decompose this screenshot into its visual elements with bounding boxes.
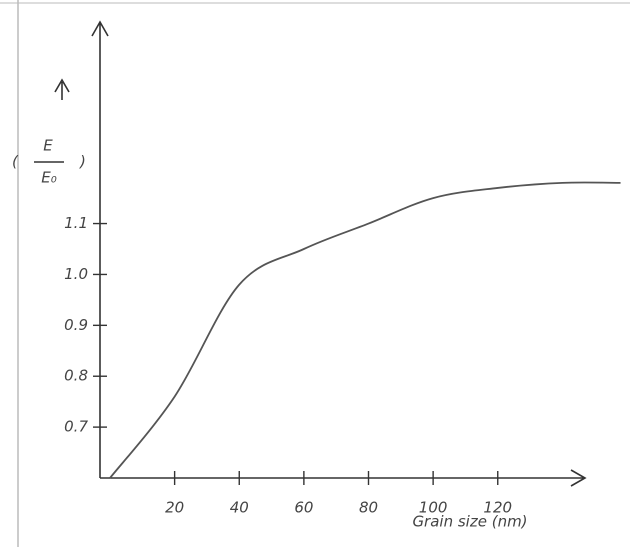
x-tick-label: 20 (165, 499, 184, 517)
y-axis-arrow (55, 80, 69, 100)
y-tick-label: 0.8 (64, 367, 88, 385)
y-axis (92, 22, 108, 478)
paren: ) (79, 153, 86, 171)
x-tick-label: 80 (359, 499, 378, 517)
y-label-denominator: E₀ (41, 169, 57, 187)
data-line (110, 182, 621, 478)
y-tick-label: 1.1 (64, 214, 88, 232)
y-label-numerator: E (43, 137, 53, 155)
x-tick-label: 60 (294, 499, 313, 517)
chart: ( ) E E₀ Grain size (nm) 0.70.80.91.01.1… (0, 0, 630, 547)
x-tick-label: 40 (230, 499, 249, 517)
x-tick-label: 100 (419, 499, 448, 517)
x-axis (100, 470, 585, 486)
x-tick-label: 120 (483, 499, 512, 517)
y-tick-label: 0.7 (64, 418, 88, 436)
y-tick-label: 0.9 (64, 316, 88, 334)
y-tick-label: 1.0 (64, 265, 88, 283)
